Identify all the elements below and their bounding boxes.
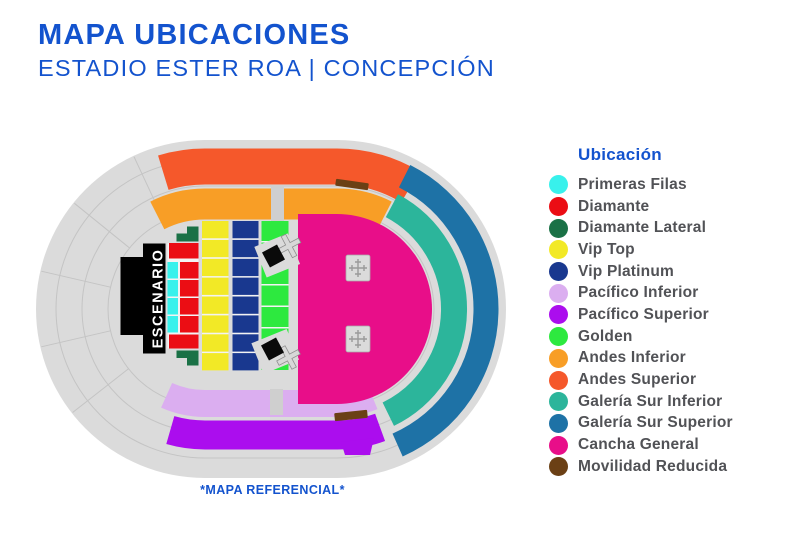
- legend-item: Primeras Filas: [549, 174, 733, 196]
- legend-dot: [549, 197, 568, 217]
- legend-list: Primeras Filas Diamante Diamante Lateral…: [549, 174, 733, 478]
- movilidad-marker-bottom: [334, 409, 368, 422]
- legend-item-label: Movilidad Reducida: [578, 457, 728, 475]
- aisle-top: [271, 186, 284, 226]
- aisles: [270, 186, 284, 415]
- tower-bottom: [345, 325, 371, 353]
- legend-dot: [549, 370, 568, 390]
- legend-dot: [549, 218, 568, 238]
- legend-dot: [549, 457, 568, 477]
- legend-item-label: Diamante Lateral: [578, 219, 707, 237]
- legend-item: Galería Sur Superior: [549, 413, 733, 435]
- legend-item: Movilidad Reducida: [549, 456, 733, 478]
- legend-dot: [549, 283, 568, 303]
- legend-item: Vip Platinum: [549, 261, 733, 283]
- section-pacifico-superior-step[interactable]: [341, 438, 374, 455]
- legend-dot: [549, 392, 568, 412]
- page-subtitle: ESTADIO ESTER ROA | CONCEPCIÓN: [38, 54, 495, 81]
- section-galeria-sur-inferior[interactable]: [382, 194, 467, 426]
- section-primeras-filas[interactable]: [167, 262, 179, 333]
- section-vip-top[interactable]: [202, 221, 229, 371]
- legend-item-label: Primeras Filas: [578, 175, 687, 193]
- speaker-box-bottom-icon: [261, 337, 284, 361]
- legend-item: Diamante Lateral: [549, 217, 733, 239]
- map-disclaimer: *MAPA REFERENCIAL*: [200, 483, 345, 497]
- legend-item: Cancha General: [549, 434, 733, 456]
- legend-item: Pacífico Superior: [549, 304, 733, 326]
- legend-item-label: Pacífico Inferior: [578, 284, 699, 302]
- legend-item-label: Golden: [578, 327, 633, 345]
- aisle-bottom: [270, 389, 283, 415]
- legend-item-label: Galería Sur Superior: [578, 414, 733, 432]
- legend-item-label: Galería Sur Inferior: [578, 392, 723, 410]
- stadium-map-container: ESCENARIO: [30, 135, 515, 485]
- legend-dot: [549, 413, 568, 433]
- movilidad-marker-top: [335, 178, 369, 191]
- section-andes-superior[interactable]: [158, 148, 420, 203]
- section-vip-platinum[interactable]: [232, 221, 259, 371]
- legend-item: Diamante: [549, 196, 733, 218]
- legend-dot: [549, 435, 568, 455]
- legend-dot: [549, 327, 568, 347]
- legend-item-label: Cancha General: [578, 436, 699, 454]
- section-cancha-general[interactable]: [298, 214, 432, 404]
- legend-dot: [549, 348, 568, 368]
- legend-item: Vip Top: [549, 239, 733, 261]
- tower-top: [345, 254, 371, 282]
- legend-dot: [549, 305, 568, 325]
- legend-item: Andes Inferior: [549, 348, 733, 370]
- stadium-map: ESCENARIO: [36, 140, 506, 478]
- section-diamante-lateral[interactable]: [176, 226, 199, 366]
- legend-item: Pacífico Inferior: [549, 282, 733, 304]
- legend-item-label: Andes Superior: [578, 371, 697, 389]
- tier-radial-lines: [41, 156, 165, 413]
- legend-dot: [549, 262, 568, 282]
- stage: [120, 243, 166, 354]
- speaker-boxes: [261, 244, 285, 361]
- section-pacifico-superior[interactable]: [166, 413, 386, 450]
- legend: Ubicación Primeras Filas Diamante Diaman…: [549, 145, 733, 478]
- page-header: MAPA UBICACIONES ESTADIO ESTER ROA | CON…: [38, 19, 495, 82]
- legend-item-label: Diamante: [578, 197, 650, 215]
- speaker-box-top-icon: [262, 244, 285, 268]
- legend-item-label: Vip Platinum: [578, 262, 674, 280]
- legend-item-label: Pacífico Superior: [578, 305, 709, 323]
- legend-item: Andes Superior: [549, 369, 733, 391]
- legend-dot: [549, 175, 568, 195]
- tower-cross-icon: [349, 259, 367, 277]
- legend-item: Golden: [549, 326, 733, 348]
- tower-cross-icon: [349, 330, 367, 348]
- section-movilidad-reducida[interactable]: [334, 178, 369, 422]
- legend-dot: [549, 240, 568, 260]
- legend-item: Galería Sur Inferior: [549, 391, 733, 413]
- legend-item-label: Andes Inferior: [578, 349, 686, 367]
- stage-label: ESCENARIO: [151, 249, 167, 349]
- section-diamante[interactable]: [169, 243, 199, 349]
- page-title: MAPA UBICACIONES: [38, 19, 351, 51]
- legend-header: Ubicación: [578, 145, 662, 164]
- section-galeria-sur-superior[interactable]: [392, 165, 499, 457]
- legend-item-label: Vip Top: [578, 240, 635, 258]
